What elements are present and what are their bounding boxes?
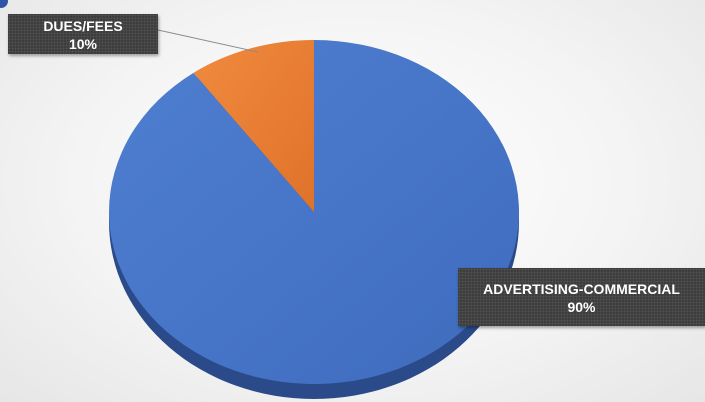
label-dues-fees-name: DUES/FEES [43,18,123,34]
pie-slice-advertising-commercial [108,40,519,384]
data-label-advertising-commercial: ADVERTISING-COMMERCIAL 90% [458,268,705,326]
corner-marker [0,0,8,8]
pie-slice-dues-fees [193,40,314,212]
data-label-dues-fees: DUES/FEES 10% [8,14,158,54]
label-advertising-commercial-name: ADVERTISING-COMMERCIAL [483,281,680,297]
label-dues-fees-percent: 10% [68,36,98,52]
leader-line [157,29,259,53]
label-advertising-commercial-percent: 90% [567,299,596,315]
